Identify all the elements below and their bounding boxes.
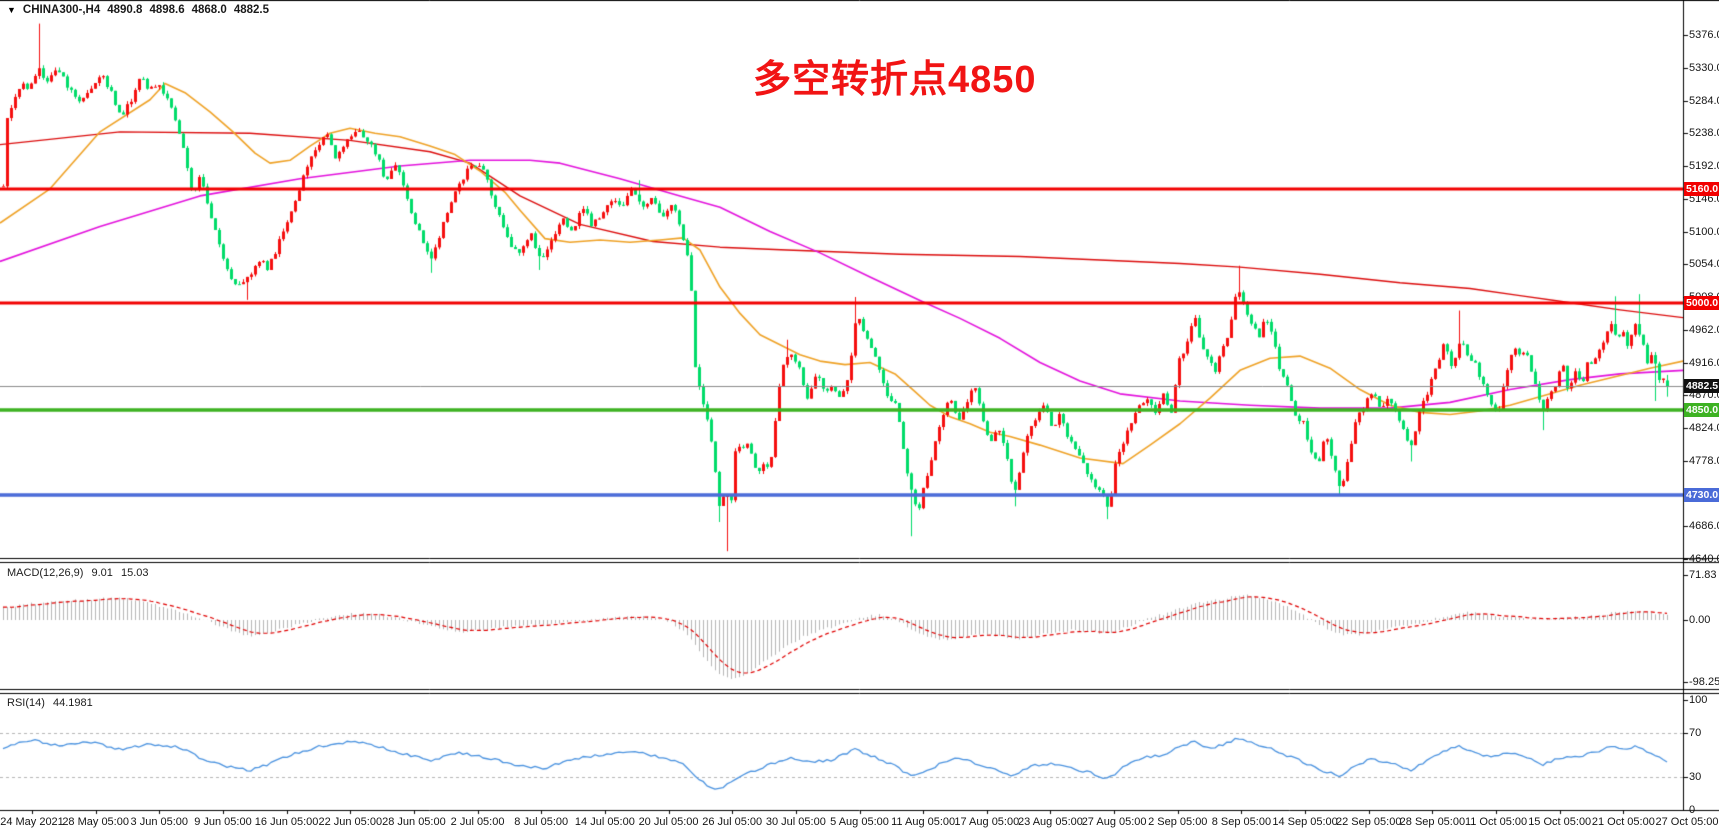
time-tick-label: 8 Jul 05:00 — [514, 816, 569, 828]
time-tick-label: 30 Jul 05:00 — [765, 816, 826, 828]
macd-tick-label: 71.83 — [1689, 569, 1717, 581]
time-tick-label: 23 Aug 05:00 — [1018, 816, 1083, 828]
time-tick-label: 24 May 2021 — [0, 816, 64, 828]
time-tick-label: 22 Sep 05:00 — [1335, 816, 1402, 828]
price-level-badge: 5160.0 — [1684, 181, 1719, 196]
price-tick-label: 5330.0 — [1689, 61, 1719, 74]
time-tick-label: 15 Oct 05:00 — [1528, 816, 1592, 828]
rsi-indicator-label: RSI(14) 44.1981 — [7, 697, 98, 709]
time-tick-label: 22 Jun 05:00 — [318, 816, 383, 828]
macd-tick-label: -98.25 — [1689, 675, 1719, 688]
price-tick-label: 5284.0 — [1689, 94, 1719, 107]
time-tick-label: 28 May 05:00 — [62, 816, 129, 828]
macd-tick-label: 0.00 — [1689, 614, 1711, 626]
price-level-badge: 5000.0 — [1684, 295, 1719, 310]
price-tick-label: 5238.0 — [1689, 127, 1719, 140]
time-tick-label: 20 Jul 05:00 — [638, 816, 699, 828]
time-tick-label: 14 Sep 05:00 — [1272, 816, 1338, 828]
ohlc-close-value: 4882.5 — [233, 4, 269, 16]
macd-signal-value: 15.03 — [120, 567, 149, 579]
rsi-tick-label: 100 — [1689, 694, 1708, 706]
ohlc-high-value: 4898.6 — [149, 4, 185, 16]
time-tick-label: 8 Sep 05:00 — [1211, 816, 1272, 828]
time-tick-label: 26 Jul 05:00 — [702, 816, 763, 828]
time-tick-label: 11 Oct 05:00 — [1464, 816, 1528, 828]
time-tick-label: 9 Jun 05:00 — [194, 816, 252, 828]
ohlc-low-value: 4868.0 — [191, 4, 227, 16]
time-tick-label: 17 Aug 05:00 — [954, 816, 1020, 828]
time-tick-label: 28 Sep 05:00 — [1399, 816, 1466, 828]
rsi-value: 44.1981 — [52, 697, 93, 709]
price-tick-label: 5100.0 — [1689, 225, 1719, 238]
time-tick-label: 16 Jun 05:00 — [254, 816, 319, 828]
time-tick-label: 11 Aug 05:00 — [891, 816, 956, 828]
price-tick-label: 4962.0 — [1689, 323, 1719, 336]
price-tick-label: 4686.0 — [1689, 520, 1719, 533]
macd-indicator-label: MACD(12,26,9) 9.01 15.03 — [7, 567, 154, 579]
rsi-tick-label: 70 — [1689, 727, 1702, 739]
ohlc-open-value: 4890.8 — [107, 4, 143, 16]
rsi-tick-label: 0 — [1689, 804, 1696, 816]
time-tick-label: 2 Jul 05:00 — [450, 816, 505, 828]
price-level-badge: 4882.5 — [1684, 379, 1719, 394]
price-level-badge: 4850.0 — [1684, 402, 1719, 417]
price-tick-label: 4778.0 — [1689, 454, 1719, 467]
time-tick-label: 27 Aug 05:00 — [1081, 816, 1147, 828]
symbol-period-label: CHINA300-,H4 — [22, 4, 101, 16]
time-tick-label: 5 Aug 05:00 — [830, 816, 889, 828]
price-tick-label: 5376.0 — [1689, 29, 1719, 41]
price-tick-label: 4640.0 — [1689, 553, 1719, 566]
time-tick-label: 21 Oct 05:00 — [1591, 816, 1655, 828]
rsi-tick-label: 30 — [1689, 771, 1702, 783]
time-tick-label: 14 Jul 05:00 — [574, 816, 635, 828]
time-tick-label: 3 Jun 05:00 — [130, 816, 189, 828]
macd-name: MACD(12,26,9) — [7, 567, 84, 579]
time-tick-label: 2 Sep 05:00 — [1148, 816, 1208, 828]
macd-main-value: 9.01 — [91, 567, 113, 579]
price-tick-label: 4824.0 — [1689, 422, 1719, 435]
chart-title-bar: ▼ CHINA300-,H4 4890.8 4898.6 4868.0 4882… — [7, 4, 269, 16]
symbol-dropdown-icon[interactable]: ▼ — [7, 5, 16, 15]
time-tick-label: 27 Oct 05:00 — [1655, 816, 1719, 828]
chart-annotation-text: 多空转折点4850 — [753, 59, 1037, 101]
price-tick-label: 5054.0 — [1689, 258, 1719, 271]
price-tick-label: 4916.0 — [1689, 356, 1719, 369]
rsi-name: RSI(14) — [7, 697, 45, 709]
price-tick-label: 5192.0 — [1689, 160, 1719, 172]
time-tick-label: 28 Jun 05:00 — [382, 816, 446, 828]
price-level-badge: 4730.0 — [1684, 487, 1719, 502]
